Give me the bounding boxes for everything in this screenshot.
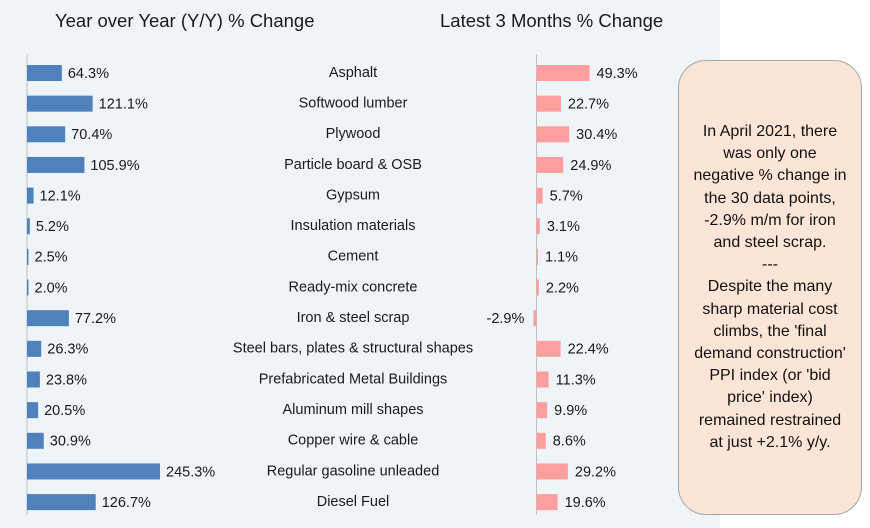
yoy-bar	[27, 310, 69, 327]
category-label: Ready-mix concrete	[289, 279, 418, 295]
three-month-data-label: 30.4%	[576, 127, 617, 143]
yoy-bar	[27, 432, 44, 449]
yoy-data-label: 12.1%	[40, 188, 81, 204]
three-month-data-label: 8.6%	[553, 434, 586, 450]
yoy-bar	[27, 279, 29, 296]
three-month-bar	[536, 494, 558, 511]
three-month-data-label: 3.1%	[547, 219, 580, 235]
yoy-data-label: 30.9%	[50, 434, 91, 450]
yoy-data-label: 126.7%	[102, 495, 151, 511]
three-month-bar	[536, 65, 590, 81]
callout-note-box: In April 2021, there was only one negati…	[678, 60, 862, 515]
three-month-data-label: 29.2%	[575, 464, 616, 480]
yoy-bar	[27, 95, 93, 112]
yoy-data-label: 26.3%	[47, 342, 88, 358]
yoy-data-label: 2.0%	[35, 280, 68, 296]
yoy-data-label: 5.2%	[36, 219, 69, 235]
category-label: Plywood	[326, 126, 381, 142]
category-label: Prefabricated Metal Buildings	[259, 371, 448, 387]
yoy-bar	[27, 463, 160, 480]
category-label: Softwood lumber	[299, 95, 408, 111]
yoy-bar	[27, 248, 29, 265]
chart-area: Year over Year (Y/Y) % Change Latest 3 M…	[0, 0, 720, 528]
yoy-bar	[27, 65, 62, 81]
yoy-data-label: 77.2%	[75, 311, 116, 327]
category-label: Iron & steel scrap	[297, 310, 410, 326]
category-label: Regular gasoline unleaded	[267, 463, 440, 479]
three-month-data-label: 49.3%	[597, 66, 638, 82]
category-label: Diesel Fuel	[317, 494, 390, 510]
yoy-bar	[27, 494, 96, 511]
three-month-bar	[536, 95, 561, 112]
callout-note-text: In April 2021, there was only one negati…	[693, 122, 847, 451]
yoy-bar	[27, 340, 42, 357]
yoy-bar	[27, 126, 66, 143]
yoy-bar	[27, 156, 85, 173]
three-month-bar	[536, 463, 568, 480]
yoy-data-label: 245.3%	[166, 464, 215, 480]
three-month-data-label: 11.3%	[556, 372, 596, 388]
yoy-bar	[27, 218, 30, 235]
three-month-bar	[536, 371, 549, 388]
category-label: Copper wire & cable	[288, 433, 419, 449]
three-month-data-label: 22.4%	[568, 342, 609, 358]
three-month-data-label: 2.2%	[546, 280, 579, 296]
three-month-data-label: 5.7%	[550, 188, 583, 204]
three-month-bar	[536, 156, 564, 173]
three-month-bar	[536, 187, 543, 204]
category-label: Steel bars, plates & structural shapes	[233, 341, 473, 357]
yoy-data-label: 70.4%	[71, 127, 112, 143]
three-month-data-label: 19.6%	[565, 495, 606, 511]
category-label: Particle board & OSB	[284, 157, 422, 173]
three-month-bar	[533, 310, 537, 327]
three-month-bar	[536, 279, 539, 296]
yoy-data-label: 23.8%	[46, 372, 87, 388]
three-month-bar	[536, 248, 538, 265]
three-month-chart-title: Latest 3 Months % Change	[440, 10, 664, 31]
three-month-bar	[536, 402, 548, 419]
yoy-bar	[27, 402, 39, 419]
yoy-chart-title: Year over Year (Y/Y) % Change	[55, 10, 315, 31]
category-label: Cement	[328, 249, 379, 265]
yoy-data-label: 121.1%	[99, 96, 148, 112]
three-month-data-label: 9.9%	[554, 403, 587, 419]
yoy-bar	[27, 371, 40, 388]
three-month-bar	[536, 340, 561, 357]
yoy-data-label: 2.5%	[35, 250, 68, 266]
three-month-bar	[536, 218, 540, 235]
yoy-bar	[27, 187, 34, 204]
category-label: Gypsum	[326, 187, 380, 203]
category-label: Insulation materials	[291, 218, 416, 234]
three-month-data-label: 1.1%	[545, 250, 578, 266]
yoy-data-label: 105.9%	[90, 158, 139, 174]
three-month-data-label: 24.9%	[570, 158, 611, 174]
yoy-data-label: 64.3%	[68, 66, 109, 82]
three-month-data-label: -2.9%	[486, 311, 524, 327]
category-label: Asphalt	[329, 65, 377, 81]
yoy-data-label: 20.5%	[44, 403, 85, 419]
three-month-bar	[536, 126, 570, 143]
comparison-bar-chart: 64.3% Asphalt 49.3% 121.1% Softwood lumber 22…	[26, 55, 638, 515]
category-label: Aluminum mill shapes	[282, 402, 423, 418]
three-month-bar	[536, 432, 546, 449]
three-month-data-label: 22.7%	[568, 96, 609, 112]
